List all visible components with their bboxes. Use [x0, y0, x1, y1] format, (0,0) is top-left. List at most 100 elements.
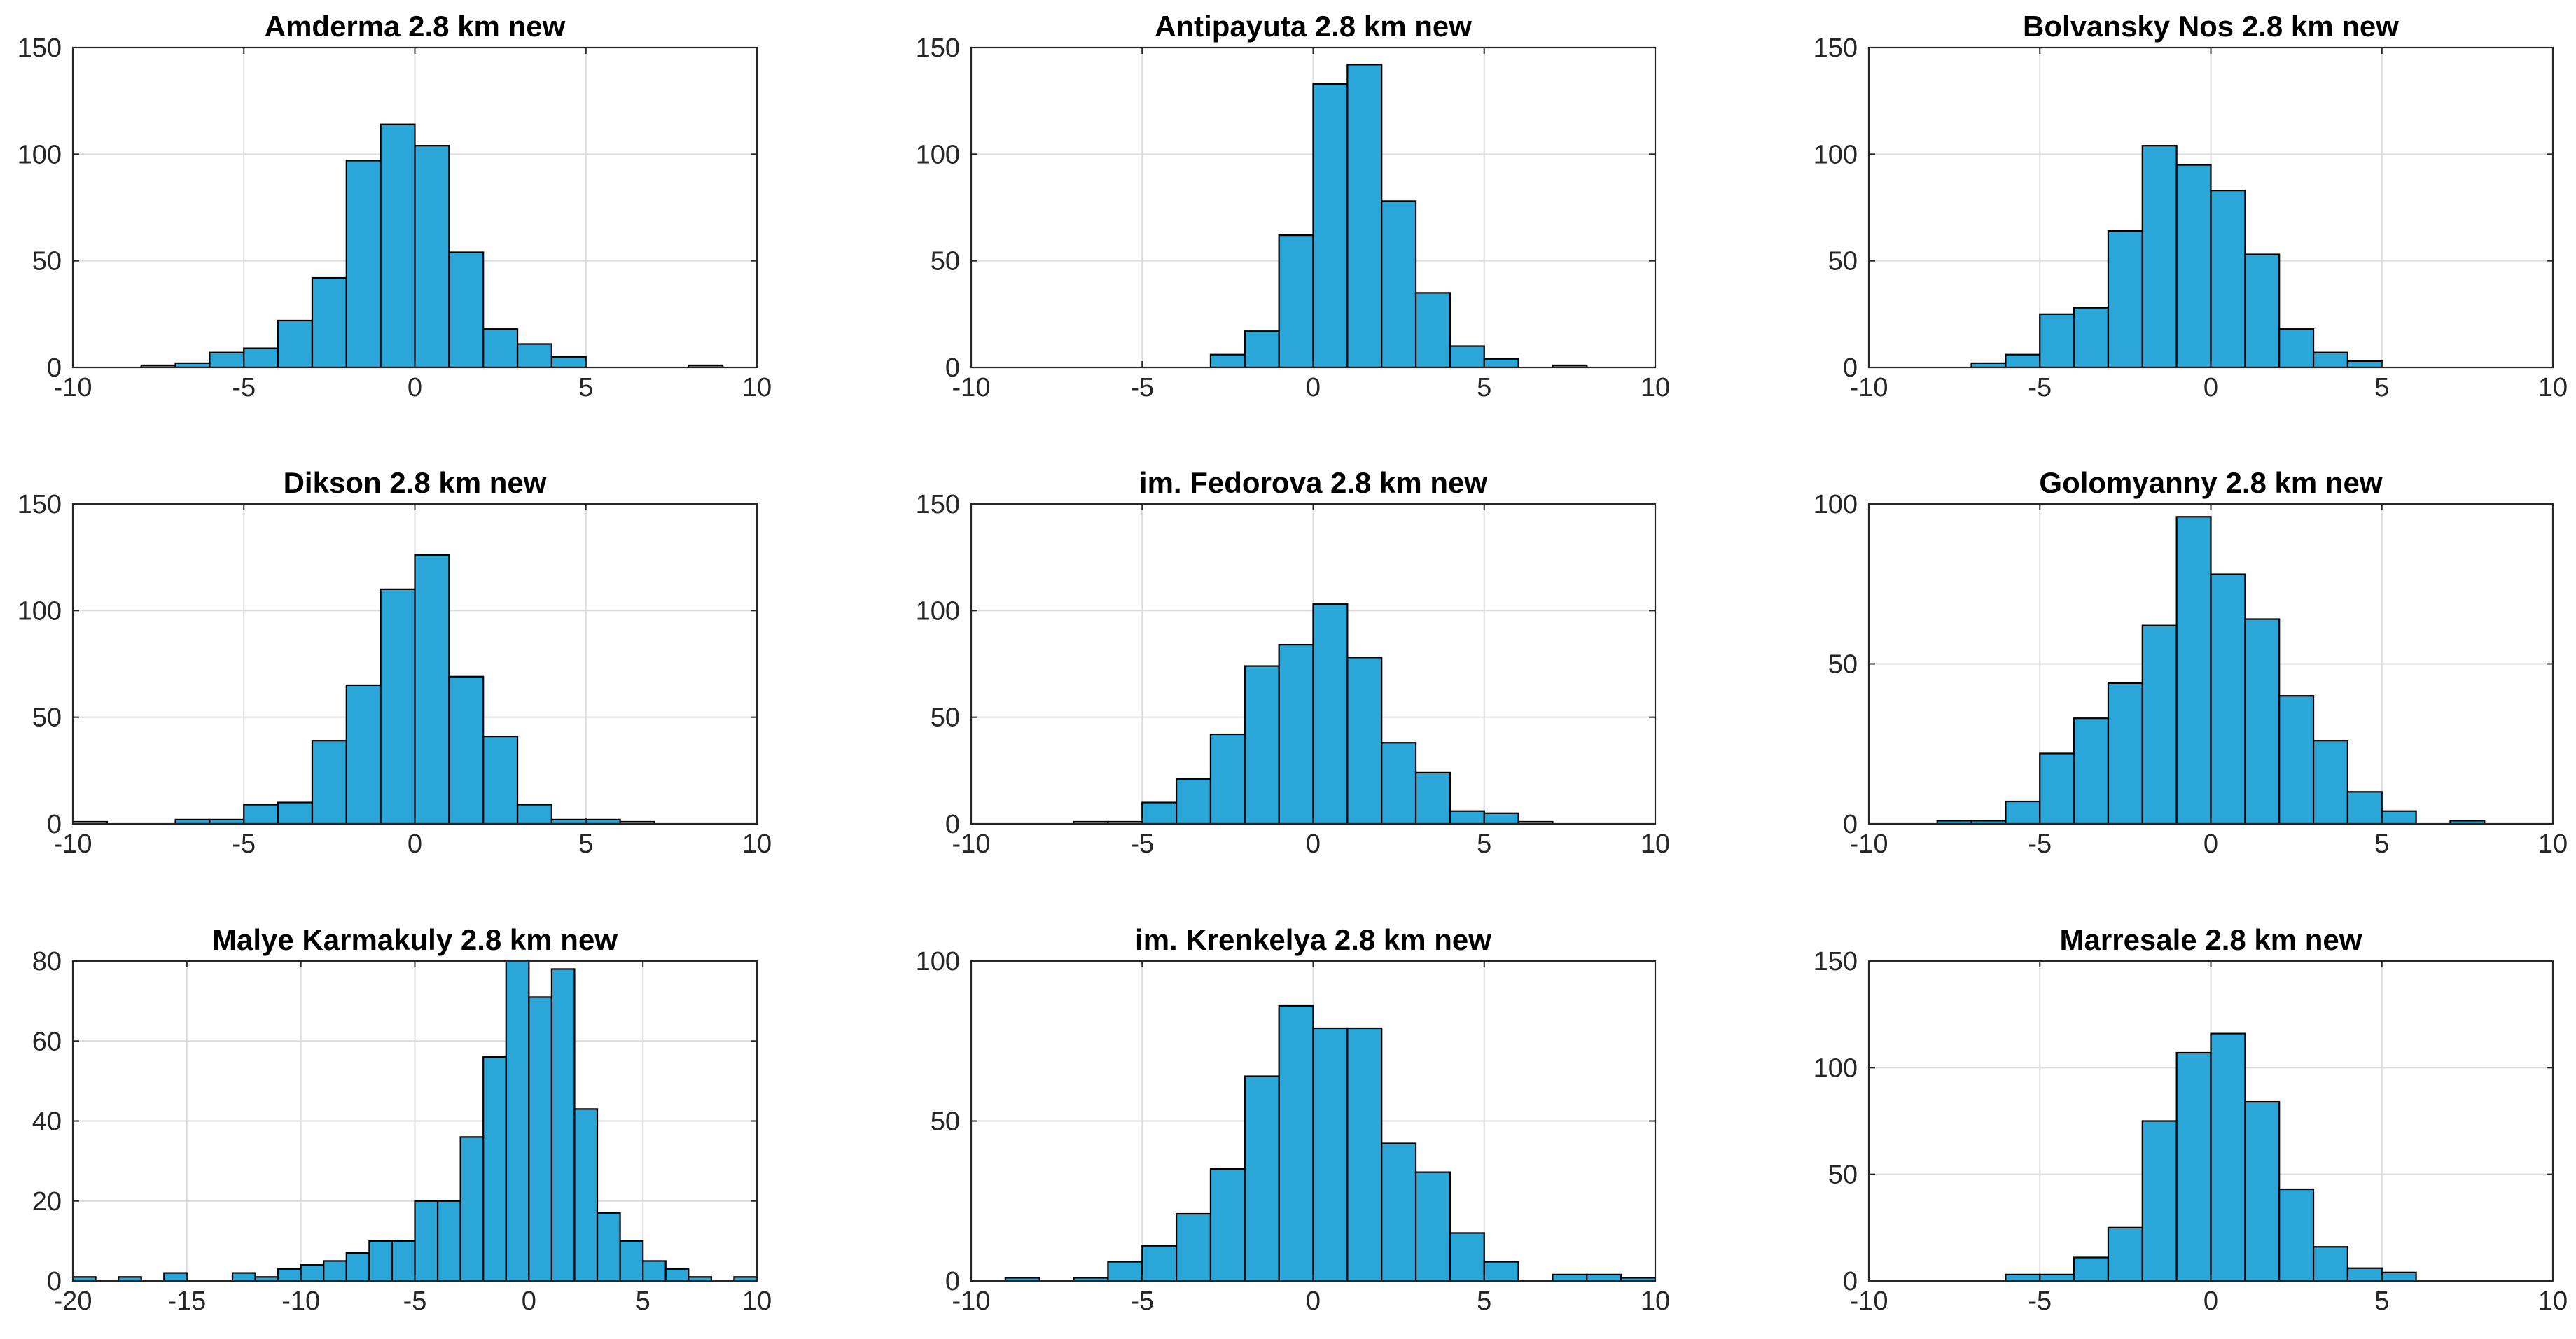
x-tick-label: -10: [54, 829, 92, 859]
histogram-bar: [1175, 1212, 1212, 1281]
y-tick-label: 100: [1813, 1053, 1858, 1083]
y-tick-label: 0: [47, 1267, 62, 1296]
histogram-bar: [2312, 351, 2349, 367]
histogram-bar: [163, 1272, 188, 1281]
histogram-bar: [642, 1260, 667, 1281]
histogram-bar: [1346, 657, 1383, 824]
chart-title: Amderma 2.8 km new: [265, 10, 566, 43]
histogram-bar: [2244, 618, 2281, 824]
histogram-bar: [414, 1200, 439, 1281]
x-tick-label: -10: [952, 373, 991, 402]
y-tick-label: 100: [916, 947, 960, 976]
bar-group: [1936, 516, 2486, 824]
histogram-panel: -20 -15 -10 -5 0 5 10 0 20 40 60 80 Malye Karmakuly …: [32, 923, 772, 1316]
histogram-bar: [243, 804, 279, 824]
bar-group: [1004, 1004, 1655, 1281]
y-tick-label: 100: [1813, 140, 1858, 169]
histogram-bar: [73, 820, 108, 824]
histogram-bar: [1141, 801, 1178, 824]
x-tick-label: -10: [952, 1287, 991, 1316]
chart-title: im. Krenkelya 2.8 km new: [1135, 923, 1491, 956]
x-tick-label: -5: [232, 373, 256, 402]
x-tick-label: 10: [1641, 1287, 1670, 1316]
histogram-bar: [1278, 1004, 1314, 1281]
histogram-bar: [1244, 330, 1280, 367]
histogram-bar: [516, 804, 552, 824]
histogram-bar: [2381, 810, 2417, 824]
y-tick-label: 0: [945, 810, 960, 839]
histogram-bar: [1346, 1027, 1383, 1281]
histogram-bar: [2312, 1246, 2349, 1281]
x-tick-label: 10: [2538, 373, 2568, 402]
histogram-bar: [414, 145, 450, 367]
x-tick-label: -5: [403, 1287, 427, 1316]
x-tick-label: 0: [522, 1287, 536, 1316]
y-tick-label: 0: [945, 1267, 960, 1296]
y-tick-label: 50: [931, 1107, 960, 1137]
y-tick-label: 40: [32, 1107, 62, 1137]
y-tick-label: 20: [32, 1187, 62, 1217]
chart-title: im. Fedorova 2.8 km new: [1139, 466, 1488, 499]
histogram-bar: [448, 675, 485, 824]
x-tick-label: 0: [2203, 373, 2218, 402]
chart-title: Malye Karmakuly 2.8 km new: [212, 923, 618, 956]
x-tick-label: 10: [742, 373, 772, 402]
x-tick-label: -5: [1130, 1287, 1154, 1316]
histogram-bar: [2039, 313, 2075, 367]
histogram-bar: [345, 684, 382, 824]
histogram-bar: [1483, 1261, 1519, 1281]
y-tick-label: 50: [931, 703, 960, 733]
histogram-bar: [300, 1264, 325, 1281]
x-tick-label: -5: [2028, 373, 2052, 402]
histogram-bar: [277, 801, 314, 824]
histogram-bar: [2141, 145, 2178, 367]
histogram-bar: [2005, 800, 2041, 824]
histogram-bar: [550, 356, 587, 367]
histogram-bar: [2210, 190, 2246, 367]
x-tick-label: 5: [578, 373, 593, 402]
y-tick-label: 100: [1813, 490, 1858, 519]
histogram-bar: [345, 1252, 370, 1281]
histogram-bar: [1552, 1273, 1588, 1281]
histogram-bar: [1381, 200, 1417, 367]
histogram-bar: [459, 1136, 485, 1281]
chart-title: Marresale 2.8 km new: [2060, 923, 2362, 956]
histogram-bar: [391, 1240, 416, 1281]
x-tick-label: 5: [2374, 829, 2389, 859]
histogram-bar: [277, 1268, 302, 1281]
histogram-bar: [1244, 1075, 1280, 1281]
histogram-bar: [2141, 1120, 2178, 1281]
chart-title: Antipayuta 2.8 km new: [1155, 10, 1472, 43]
histogram-bar: [1414, 771, 1451, 824]
x-tick-label: 0: [408, 373, 422, 402]
histogram-bar: [619, 1240, 644, 1281]
histogram-bar: [2312, 740, 2349, 824]
bar-group: [73, 961, 757, 1281]
bar-group: [1073, 603, 1554, 824]
x-tick-label: 0: [1306, 373, 1321, 402]
y-tick-label: 0: [1843, 810, 1858, 839]
x-tick-label: -10: [952, 829, 991, 859]
histogram-bar: [619, 820, 655, 824]
histogram-bar: [1175, 778, 1212, 824]
histogram-bar: [2039, 1273, 2075, 1281]
histogram-bar: [1107, 1261, 1143, 1281]
x-tick-label: 5: [1477, 373, 1491, 402]
histogram-bar: [2073, 307, 2110, 367]
x-tick-label: 0: [2203, 1287, 2218, 1316]
x-tick-label: 10: [1641, 373, 1670, 402]
y-tick-label: 50: [1828, 650, 1858, 680]
histogram-bar: [550, 968, 576, 1281]
x-tick-label: 0: [1306, 1287, 1321, 1316]
histogram-bar: [1414, 292, 1451, 367]
x-tick-label: -5: [2028, 1287, 2052, 1316]
histogram-bar: [311, 740, 347, 824]
y-tick-label: 0: [1843, 353, 1858, 383]
y-tick-label: 150: [916, 34, 960, 63]
